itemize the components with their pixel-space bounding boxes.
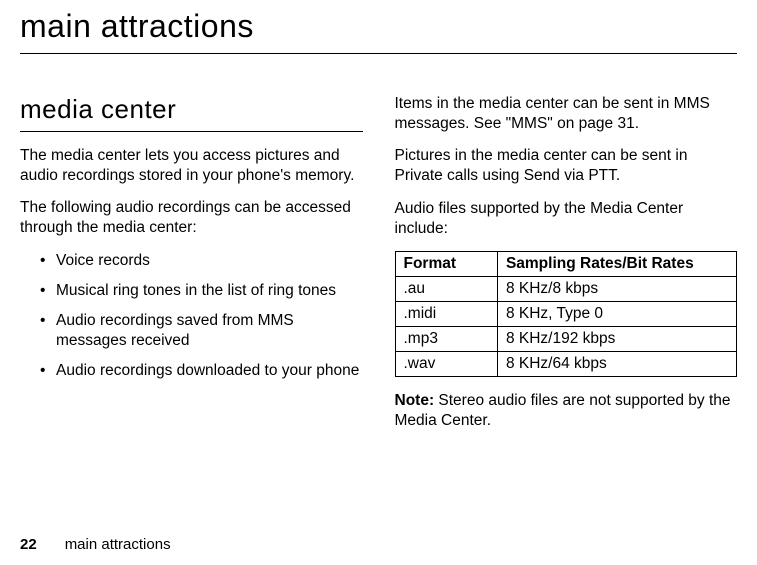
table-header-rates: Sampling Rates/Bit Rates	[497, 251, 736, 276]
table-cell-rate: 8 KHz/8 kbps	[497, 276, 736, 301]
table-row: .au 8 KHz/8 kbps	[395, 276, 737, 301]
list-item: Voice records	[40, 251, 363, 271]
audio-recordings-list: Voice records Musical ring tones in the …	[20, 251, 363, 382]
page-footer: 22 main attractions	[20, 536, 171, 553]
left-column: media center The media center lets you a…	[20, 94, 363, 443]
table-cell-rate: 8 KHz/192 kbps	[497, 326, 736, 351]
table-row: .midi 8 KHz, Type 0	[395, 301, 737, 326]
intro-paragraph-1: The media center lets you access picture…	[20, 146, 363, 186]
page-number: 22	[20, 536, 37, 553]
table-cell-format: .wav	[395, 351, 497, 376]
audio-formats-table: Format Sampling Rates/Bit Rates .au 8 KH…	[395, 251, 738, 377]
table-row: .wav 8 KHz/64 kbps	[395, 351, 737, 376]
page-title: main attractions	[20, 0, 737, 54]
table-header-row: Format Sampling Rates/Bit Rates	[395, 251, 737, 276]
table-cell-format: .au	[395, 276, 497, 301]
intro-paragraph-2: The following audio recordings can be ac…	[20, 198, 363, 238]
mms-paragraph: Items in the media center can be sent in…	[395, 94, 738, 134]
footer-section-name: main attractions	[65, 536, 171, 553]
ptt-paragraph: Pictures in the media center can be sent…	[395, 146, 738, 186]
list-item: Musical ring tones in the list of ring t…	[40, 281, 363, 301]
note-text: Stereo audio files are not supported by …	[395, 392, 731, 429]
table-cell-format: .mp3	[395, 326, 497, 351]
right-column: Items in the media center can be sent in…	[395, 94, 738, 443]
note-label: Note:	[395, 392, 435, 409]
content-columns: media center The media center lets you a…	[20, 94, 737, 443]
audio-support-paragraph: Audio files supported by the Media Cente…	[395, 199, 738, 239]
table-cell-rate: 8 KHz/64 kbps	[497, 351, 736, 376]
table-cell-format: .midi	[395, 301, 497, 326]
list-item: Audio recordings saved from MMS messages…	[40, 311, 363, 351]
table-cell-rate: 8 KHz, Type 0	[497, 301, 736, 326]
note-paragraph: Note: Stereo audio files are not support…	[395, 391, 738, 431]
section-heading-media-center: media center	[20, 94, 363, 132]
table-row: .mp3 8 KHz/192 kbps	[395, 326, 737, 351]
list-item: Audio recordings downloaded to your phon…	[40, 361, 363, 381]
table-header-format: Format	[395, 251, 497, 276]
